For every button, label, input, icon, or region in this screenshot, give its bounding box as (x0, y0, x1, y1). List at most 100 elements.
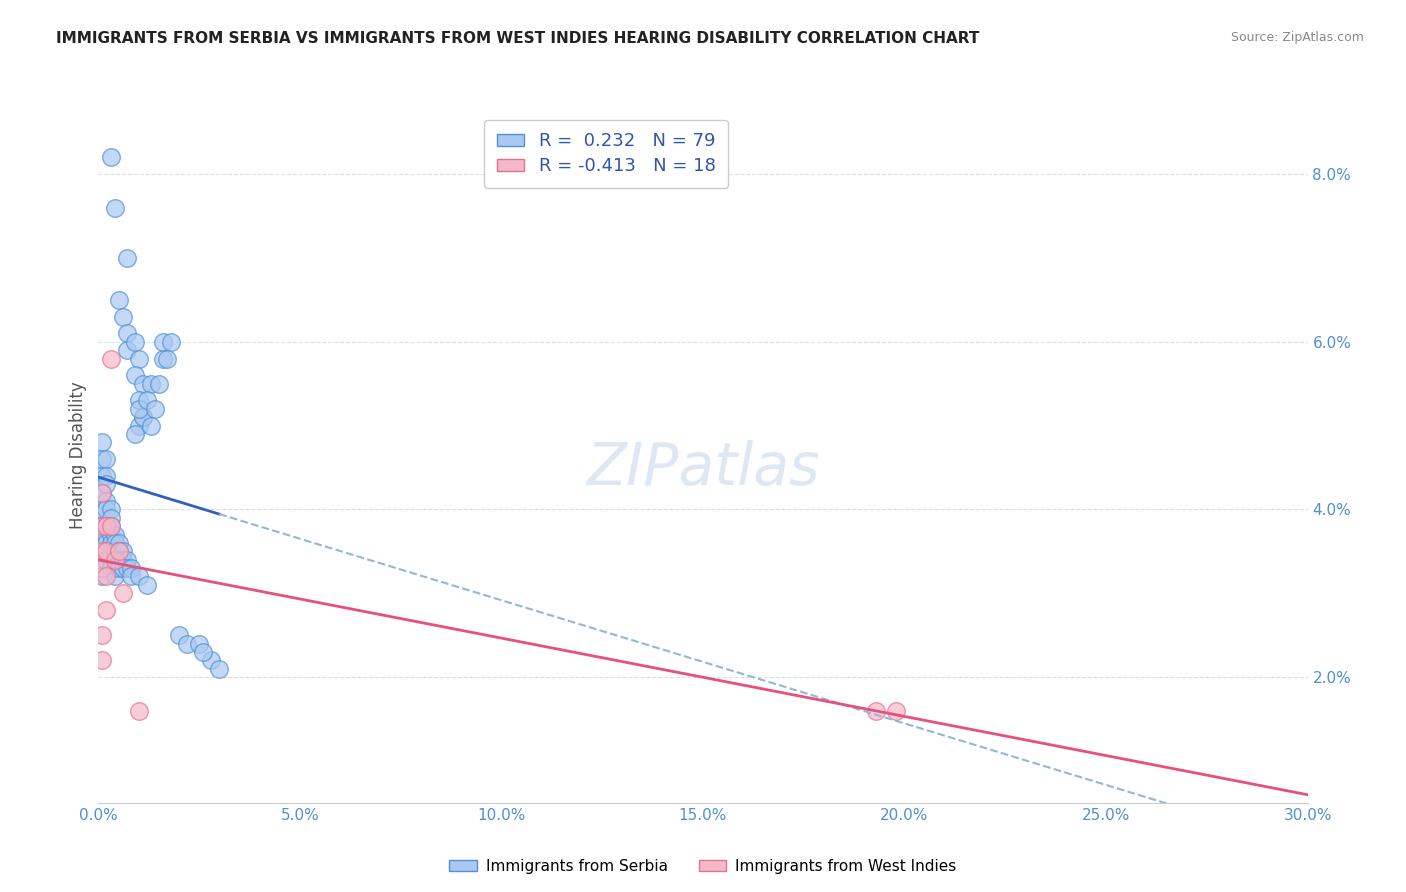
Point (115, 561, 138, 575)
Point (115, 343, 138, 358)
Point (139, 376, 162, 391)
Point (160, 334, 183, 349)
Point (91, 653, 114, 667)
Point (143, 401, 166, 416)
Point (886, 704, 908, 718)
Point (132, 410, 155, 425)
Point (111, 552, 134, 566)
Point (91, 628, 114, 642)
Text: IMMIGRANTS FROM SERBIA VS IMMIGRANTS FROM WEST INDIES HEARING DISABILITY CORRELA: IMMIGRANTS FROM SERBIA VS IMMIGRANTS FRO… (56, 31, 980, 46)
Point (91, 435, 114, 450)
Point (96, 544, 118, 558)
Point (132, 376, 155, 391)
Point (96, 468, 118, 483)
Point (103, 569, 125, 583)
Point (91, 519, 114, 533)
Point (103, 201, 125, 215)
Point (100, 519, 122, 533)
Point (100, 519, 122, 533)
Point (135, 393, 157, 408)
Point (111, 561, 134, 575)
Legend: Immigrants from Serbia, Immigrants from West Indies: Immigrants from Serbia, Immigrants from … (443, 853, 963, 880)
Point (91, 552, 114, 566)
Point (91, 569, 114, 583)
Text: Source: ZipAtlas.com: Source: ZipAtlas.com (1230, 31, 1364, 45)
Point (100, 552, 122, 566)
Point (91, 452, 114, 467)
Point (103, 527, 125, 541)
Point (96, 536, 118, 550)
Point (152, 351, 174, 366)
Point (100, 544, 122, 558)
Point (103, 552, 125, 566)
Point (176, 636, 198, 650)
Point (100, 351, 122, 366)
Point (96, 527, 118, 541)
Point (120, 561, 142, 575)
Point (96, 452, 118, 467)
Point (100, 502, 122, 516)
Point (156, 351, 179, 366)
Point (103, 552, 125, 566)
Point (128, 418, 150, 433)
Point (124, 427, 146, 442)
Point (96, 603, 118, 617)
Point (103, 536, 125, 550)
Point (91, 561, 114, 575)
Point (188, 636, 211, 650)
Point (115, 552, 138, 566)
Point (152, 334, 174, 349)
Point (107, 293, 129, 307)
Point (91, 468, 114, 483)
Point (100, 536, 122, 550)
Point (107, 561, 129, 575)
Point (103, 561, 125, 575)
Point (139, 418, 162, 433)
Point (107, 544, 129, 558)
Point (111, 310, 134, 324)
Point (91, 485, 114, 500)
Point (128, 704, 150, 718)
Point (100, 561, 122, 575)
Point (111, 586, 134, 600)
Point (132, 410, 155, 425)
Y-axis label: Hearing Disability: Hearing Disability (69, 381, 87, 529)
Point (107, 552, 129, 566)
Point (107, 544, 129, 558)
Point (865, 704, 887, 718)
Point (91, 519, 114, 533)
Point (96, 502, 118, 516)
Point (148, 376, 170, 391)
Point (124, 334, 146, 349)
Point (91, 502, 114, 516)
Point (100, 527, 122, 541)
Point (111, 544, 134, 558)
Point (128, 393, 150, 408)
Legend: R =  0.232   N = 79, R = -0.413   N = 18: R = 0.232 N = 79, R = -0.413 N = 18 (485, 120, 728, 188)
Point (100, 510, 122, 524)
Point (96, 552, 118, 566)
Point (193, 645, 215, 659)
Point (124, 368, 146, 383)
Point (128, 401, 150, 416)
Point (167, 628, 190, 642)
Point (208, 662, 231, 676)
Text: ZIPatlas: ZIPatlas (586, 441, 820, 498)
Point (128, 351, 150, 366)
Point (91, 485, 114, 500)
Point (115, 251, 138, 265)
Point (91, 544, 114, 558)
Point (200, 653, 222, 667)
Point (96, 569, 118, 583)
Point (96, 494, 118, 508)
Point (128, 569, 150, 583)
Point (135, 578, 157, 592)
Point (107, 536, 129, 550)
Point (120, 569, 142, 583)
Point (96, 544, 118, 558)
Point (91, 536, 114, 550)
Point (96, 519, 118, 533)
Point (103, 544, 125, 558)
Point (100, 150, 122, 164)
Point (91, 519, 114, 533)
